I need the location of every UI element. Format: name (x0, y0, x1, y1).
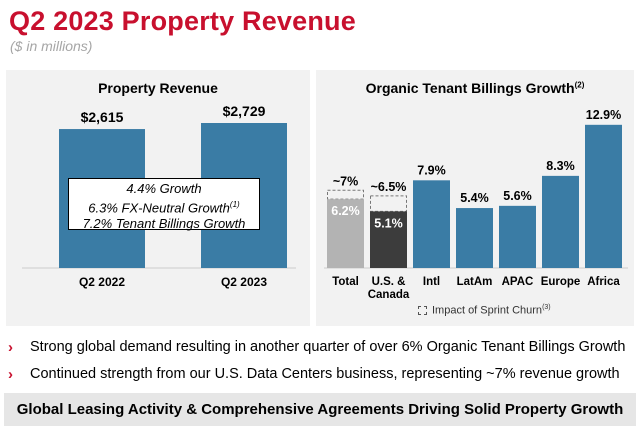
billings-bar (327, 199, 364, 268)
bullet-item: › Strong global demand resulting in anot… (8, 335, 636, 359)
billings-category-label: U.S. & (372, 276, 406, 288)
right-chart-title-footnote: (2) (574, 80, 585, 90)
billings-category-label: APAC (502, 276, 534, 288)
left-chart-title-text: Property Revenue (98, 80, 218, 96)
footer-text: Global Leasing Activity & Comprehensive … (16, 401, 624, 418)
growth-line-2: 6.3% FX-Neutral Growth(1) (69, 197, 259, 216)
billings-bar-label: 7.9% (417, 163, 446, 177)
billings-category-label: Africa (587, 276, 620, 288)
dashed-box-icon (418, 305, 427, 315)
billings-bar (499, 205, 536, 268)
billings-bar-label: 6.2% (331, 204, 360, 218)
revenue-bar-label: $2,615 (81, 109, 124, 125)
billings-bar-label: 5.4% (460, 191, 489, 205)
page-title: Q2 2023 Property Revenue (9, 6, 356, 36)
sprint-churn-legend: Impact of Sprint Churn(3) (418, 304, 551, 317)
revenue-category-label: Q2 2022 (79, 275, 125, 289)
bullet-list: › Strong global demand resulting in anot… (8, 335, 636, 389)
right-panel-bg (316, 70, 634, 326)
footer-banner: Global Leasing Activity & Comprehensive … (4, 393, 636, 426)
legend-footnote-mark: (3) (542, 304, 551, 311)
right-chart-title-text: Organic Tenant Billings Growth (365, 80, 575, 96)
billings-category-label: LatAm (457, 276, 493, 288)
billings-bar (542, 175, 579, 268)
right-chart-title: Organic Tenant Billings Growth(2) (316, 80, 634, 96)
revenue-category-label: Q2 2023 (221, 275, 267, 289)
left-chart-title: Property Revenue (6, 80, 310, 96)
bullet-item: › Continued strength from our U.S. Data … (8, 362, 636, 386)
billings-category-label: Europe (541, 276, 581, 288)
billings-bar-label: 12.9% (586, 108, 621, 122)
tenant-billings-marks: ~7% 6.2% Total ~6.5% 5.1% U.S. &Canada 7.9% Int… (327, 108, 622, 301)
billings-category-label: Canada (368, 289, 410, 301)
sprint-churn-label: ~6.5% (371, 180, 407, 194)
billings-bar (370, 211, 407, 268)
chevron-right-icon: › (8, 338, 13, 356)
growth-line-1: 4.4% Growth (126, 181, 202, 196)
chevron-right-icon: › (8, 365, 13, 383)
growth-line-2-text: 6.3% FX-Neutral Growth (88, 200, 230, 216)
billings-bar-label: 5.6% (503, 189, 532, 203)
billings-bar-label: 8.3% (546, 159, 575, 173)
legend-label: Impact of Sprint Churn(3) (432, 304, 551, 317)
growth-line-3: 7.2% Tenant Billings Growth (82, 216, 246, 232)
sprint-churn-label: ~7% (333, 174, 358, 188)
growth-footnote-mark: (1) (229, 200, 240, 209)
sprint-churn-bar (370, 195, 407, 212)
growth-annotation-box: 4.4% Growth 6.3% FX-Neutral Growth(1) 7.… (68, 178, 260, 232)
billings-bar (413, 180, 450, 268)
billings-bar-label: 5.1% (374, 216, 403, 230)
bullet-text: Strong global demand resulting in anothe… (30, 339, 626, 355)
billings-category-label: Intl (423, 276, 440, 288)
revenue-bar-label: $2,729 (223, 103, 266, 119)
page-subtitle: ($ in millions) (10, 38, 93, 54)
billings-category-label: Total (332, 276, 359, 288)
billings-bar (456, 208, 493, 268)
billings-bar (585, 124, 622, 268)
legend-label-text: Impact of Sprint Churn (432, 304, 543, 317)
bullet-text: Continued strength from our U.S. Data Ce… (30, 366, 620, 382)
